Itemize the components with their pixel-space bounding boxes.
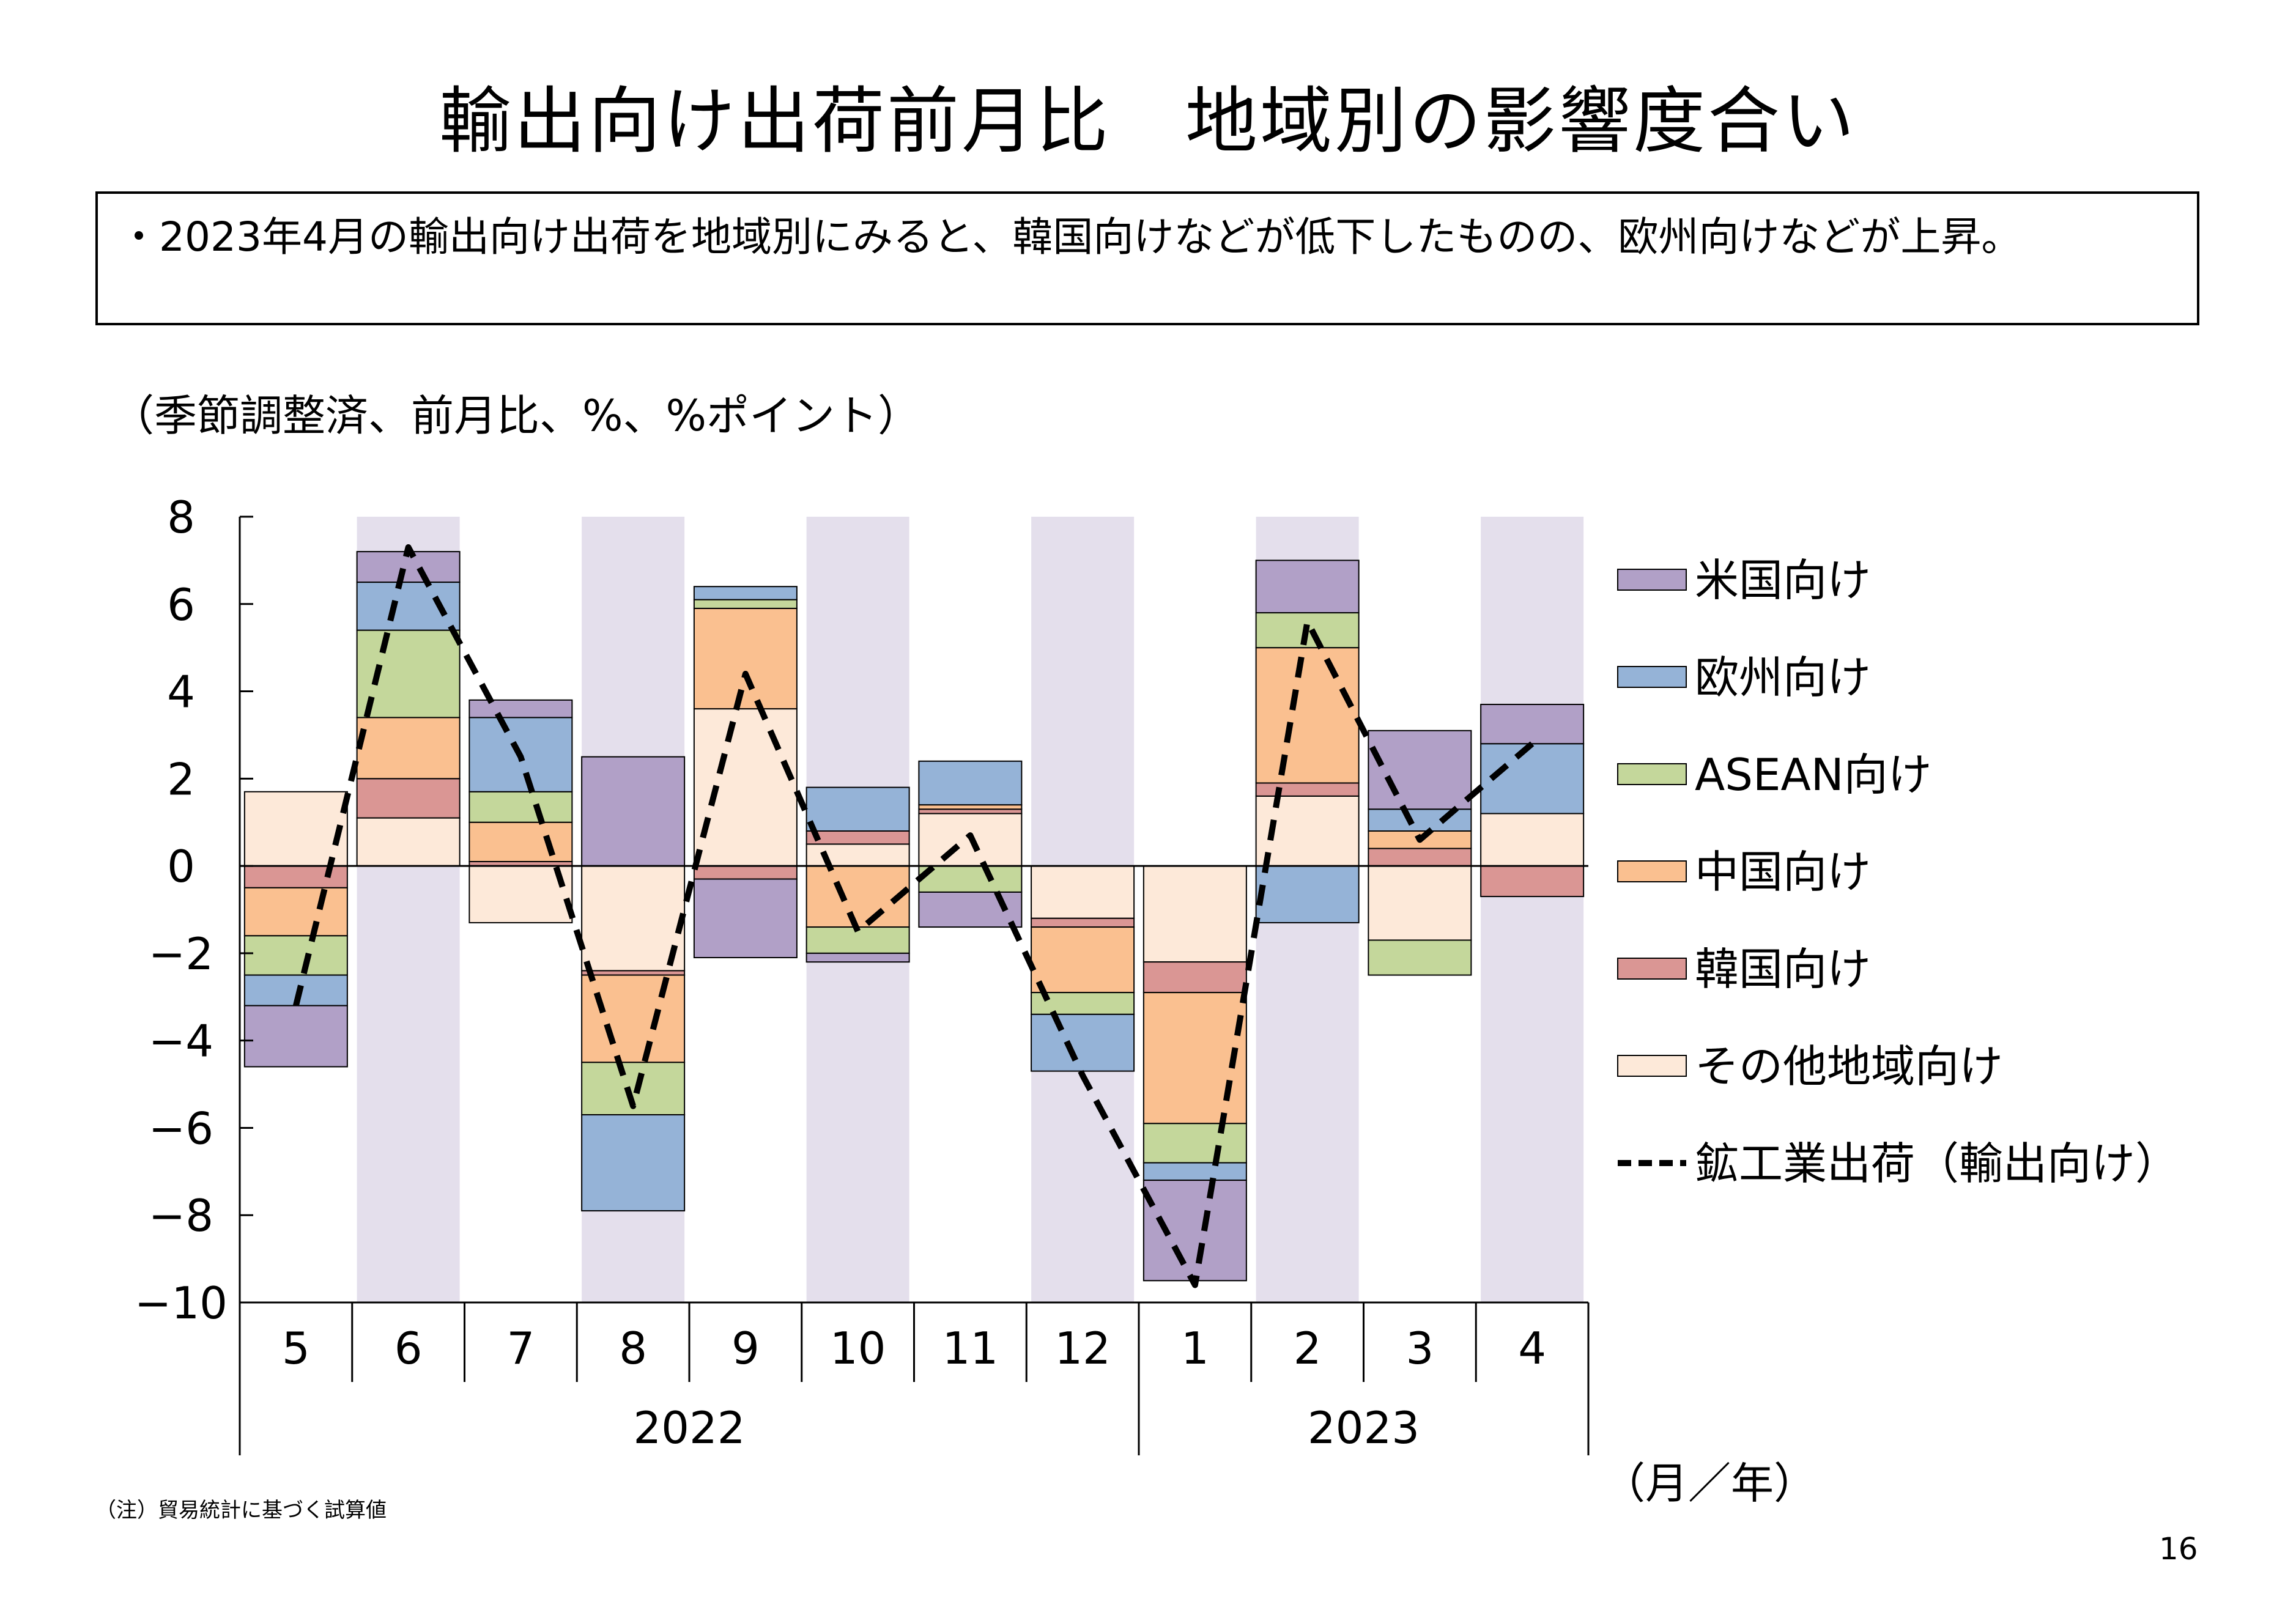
bar-other-6-1: [356, 817, 461, 867]
x-tick-label-7-2: 7: [506, 1323, 535, 1374]
x-tick-label-3-10: 3: [1405, 1323, 1434, 1374]
bar-korea-2-9: [1255, 782, 1360, 797]
legend-label-us: 米国向け: [1695, 555, 1871, 606]
bar-us-1-8: [1142, 1180, 1247, 1282]
bar-china-8-3: [581, 974, 686, 1063]
x-tick-label-9-4: 9: [731, 1323, 760, 1374]
bar-china-7-2: [468, 821, 573, 862]
bar-asean-10-5: [805, 926, 910, 954]
bar-korea-6-1: [356, 778, 461, 819]
bar-other-8-3: [581, 865, 686, 972]
x-tick-label-1-8: 1: [1181, 1323, 1209, 1374]
x-tick-label-6-1: 6: [394, 1323, 423, 1374]
legend-swatch-china: [1617, 860, 1687, 882]
legend-label-asean: ASEAN向け: [1695, 749, 1932, 800]
x-tick-label-12-7: 12: [1054, 1323, 1111, 1374]
y-tick-label-0: 8: [167, 492, 195, 543]
x-tick-label-5-0: 5: [282, 1323, 310, 1374]
bar-asean-7-2: [468, 791, 573, 823]
bar-eu-6-1: [356, 582, 461, 631]
bar-china-12-7: [1031, 926, 1135, 994]
bar-us-10-5: [805, 952, 910, 963]
bar-asean-3-10: [1368, 939, 1472, 976]
bar-china-10-5: [805, 865, 910, 928]
bar-us-3-10: [1368, 730, 1472, 810]
legend-label-china: 中国向け: [1695, 846, 1871, 898]
bar-korea-1-8: [1142, 961, 1247, 994]
x-axis-unit-label: （月／年）: [1602, 1458, 1816, 1509]
bar-korea-12-7: [1031, 917, 1135, 928]
line-series-shipments: [293, 544, 1535, 1288]
year-label-2023: 2023: [1308, 1402, 1420, 1454]
bar-us-4-11: [1480, 703, 1585, 745]
bar-eu-12-7: [1031, 1013, 1135, 1072]
bar-korea-9-4: [693, 865, 798, 880]
bar-eu-10-5: [805, 786, 910, 832]
bar-other-4-11: [1480, 813, 1585, 867]
bar-eu-2-9: [1255, 865, 1360, 923]
bar-china-2-9: [1255, 647, 1360, 784]
bar-us-9-4: [693, 878, 798, 959]
bar-other-1-8: [1142, 865, 1247, 963]
x-tick-label-8-3: 8: [619, 1323, 647, 1374]
x-tick-label-2-9: 2: [1294, 1323, 1322, 1374]
bar-other-7-2: [468, 865, 573, 923]
bar-china-11-6: [918, 804, 1023, 810]
chart-unit-label: （季節調整済、前月比、%、%ポイント）: [111, 391, 921, 441]
x-tick-label-11-6: 11: [942, 1323, 999, 1374]
footnote: （注）貿易統計に基づく試算値: [95, 1498, 387, 1523]
bar-korea-8-3: [581, 970, 686, 976]
bar-korea-3-10: [1368, 848, 1472, 867]
bar-china-5-0: [243, 887, 348, 937]
bar-asean-5-0: [243, 935, 348, 976]
bar-asean-9-4: [693, 599, 798, 609]
bar-us-8-3: [581, 756, 686, 867]
y-tick-label-6: −4: [149, 1016, 213, 1067]
y-tick-label-9: −10: [135, 1277, 228, 1329]
shade-column-4: [1481, 517, 1584, 1302]
legend-swatch-us: [1617, 569, 1687, 591]
legend-label-other: その他地域向け: [1695, 1041, 2003, 1092]
y-tick-label-5: −2: [149, 928, 213, 980]
bar-other-12-7: [1031, 865, 1135, 919]
page-title: 輸出向け出荷前月比 地域別の影響度合い: [439, 79, 1857, 163]
bar-korea-10-5: [805, 830, 910, 845]
legend-swatch-asean: [1617, 763, 1687, 785]
bar-eu-8-3: [581, 1114, 686, 1212]
bar-eu-1-8: [1142, 1162, 1247, 1181]
bar-other-5-0: [243, 791, 348, 867]
summary-text: ・2023年4月の輸出向け出荷を地域別にみると、韓国向けなどが低下したものの、欧…: [119, 213, 2022, 260]
y-tick-label-1: 6: [167, 579, 195, 630]
bar-us-2-9: [1255, 560, 1360, 614]
bar-china-9-4: [693, 607, 798, 710]
bar-asean-1-8: [1142, 1123, 1247, 1164]
bar-china-6-1: [356, 717, 461, 780]
page-number: 16: [2159, 1531, 2198, 1567]
legend-label-eu: 欧州向け: [1695, 652, 1871, 703]
y-tick-label-2: 4: [167, 667, 195, 718]
year-label-2022: 2022: [633, 1402, 745, 1454]
x-tick-label-10-5: 10: [830, 1323, 886, 1374]
bar-us-5-0: [243, 1005, 348, 1068]
legend-swatch-other: [1617, 1055, 1687, 1077]
x-tick-label-4-11: 4: [1518, 1323, 1546, 1374]
legend-swatch-korea: [1617, 958, 1687, 980]
y-tick-label-8: −8: [149, 1190, 213, 1241]
bar-eu-9-4: [693, 586, 798, 600]
legend-label-line: 鉱工業出荷（輸出向け）: [1695, 1138, 2179, 1189]
bar-eu-11-6: [918, 760, 1023, 806]
bar-eu-4-11: [1480, 743, 1585, 815]
bar-korea-11-6: [918, 808, 1023, 815]
y-tick-label-3: 2: [167, 753, 195, 805]
bar-other-3-10: [1368, 865, 1472, 941]
legend-label-korea: 韓国向け: [1695, 944, 1871, 995]
bar-us-7-2: [468, 699, 573, 718]
bar-korea-4-11: [1480, 865, 1585, 898]
summary-box: ・2023年4月の輸出向け出荷を地域別にみると、韓国向けなどが低下したものの、欧…: [95, 191, 2199, 325]
legend-swatch-eu: [1617, 666, 1687, 688]
y-tick-label-7: −6: [149, 1103, 213, 1154]
y-tick-label-4: 0: [167, 841, 195, 892]
bar-other-9-4: [693, 708, 798, 867]
